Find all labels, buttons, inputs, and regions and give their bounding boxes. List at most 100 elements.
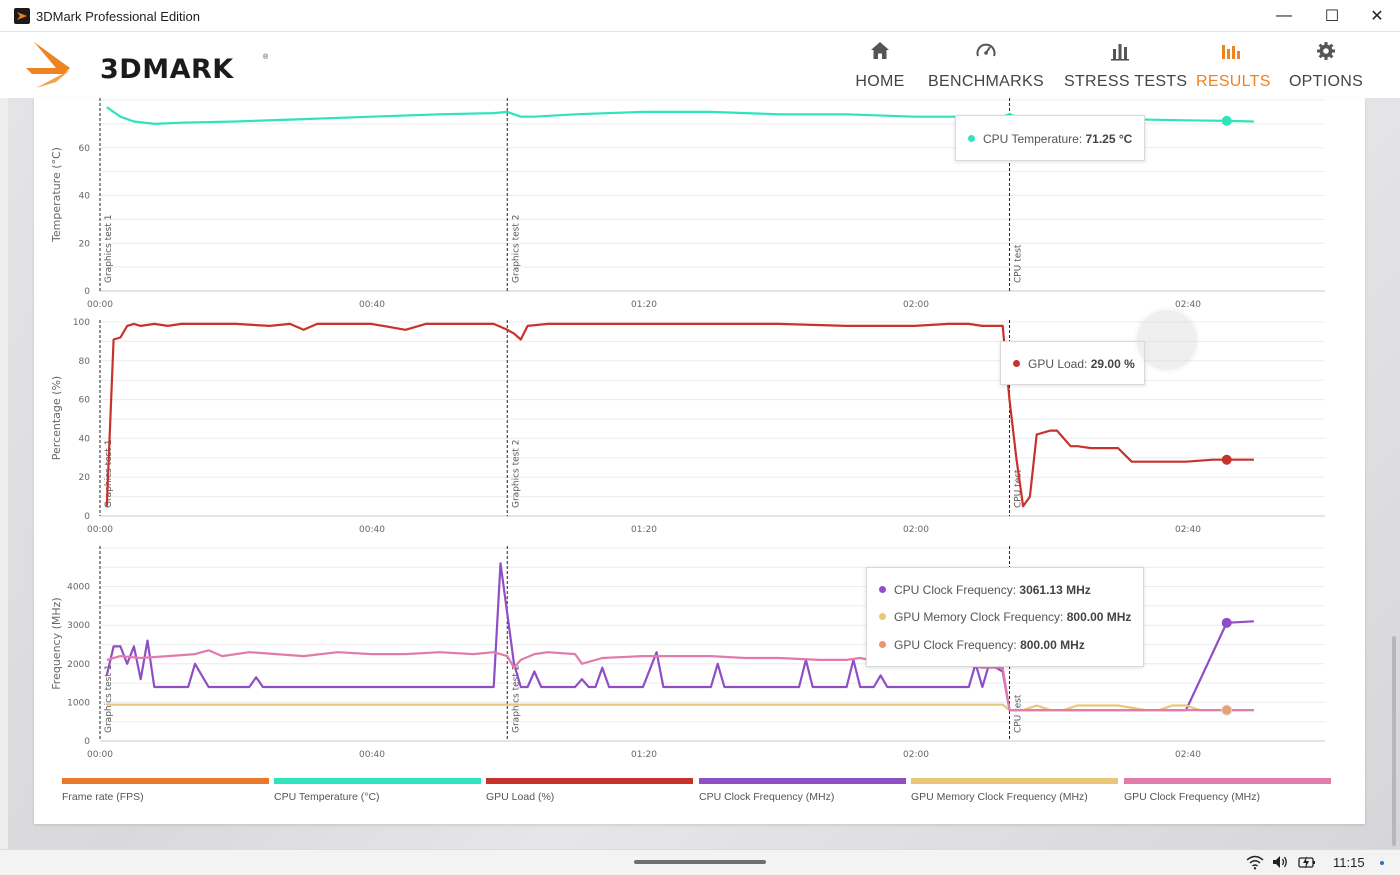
y-tick-label: 20 [79,239,91,249]
home-indicator[interactable] [634,860,766,864]
series-line [105,322,1254,508]
nav-results-label: RESULTS [1196,73,1271,90]
nav-options[interactable]: OPTIONS [1286,40,1366,92]
tooltip-label: GPU Memory Clock Frequency: [894,610,1064,624]
speaker-icon[interactable] [1271,854,1289,870]
nav-benchmarks[interactable]: BENCHMARKS [928,40,1044,92]
test-marker-label: Graphics test 2 [511,215,521,283]
tooltip-label: CPU Clock Frequency: [894,583,1017,597]
y-tick-label: 60 [79,396,91,406]
legend-label: CPU Temperature (°C) [274,791,380,803]
series-hover-point [1221,115,1232,126]
y-tick-label: 2000 [67,660,90,670]
x-tick-label: 01:20 [631,300,657,310]
legend-swatch [62,778,269,784]
legend-item-gpu-memory-clock[interactable]: GPU Memory Clock Frequency (MHz) [911,778,1118,803]
legend-item-cpu-temperature[interactable]: CPU Temperature (°C) [274,778,481,803]
x-tick-label: 00:00 [87,525,113,535]
legend-label: GPU Clock Frequency (MHz) [1124,791,1260,803]
notification-dot [1380,861,1384,865]
x-tick-label: 00:40 [359,525,385,535]
3dmark-logo-mark-icon [26,42,70,88]
window-title: 3DMark Professional Edition [36,9,201,24]
legend-swatch [1124,778,1331,784]
y-axis-label: Frequency (MHz) [50,597,63,689]
test-marker-label: CPU test [1014,469,1024,508]
chart-panel-3: 0 1000 2000 3000 4000 Frequency (MHz) 00:00 00:… [50,546,1325,760]
series-line [106,649,1254,712]
nav-stress-tests-label: STRESS TESTS [1064,73,1188,90]
taskbar-clock[interactable]: 11:15 [1333,855,1365,870]
series-hover-point [1221,704,1233,716]
left-rail [0,98,8,849]
y-tick-label: 100 [73,318,90,328]
app-header: 3DMARK ® HOME BENCHMARKS STRESS TESTS [0,32,1400,98]
nav-home[interactable]: HOME [846,40,914,92]
nav-results[interactable]: RESULTS [1196,40,1271,92]
x-tick-label: 00:00 [87,300,113,310]
series-hover-point [1221,617,1232,628]
legend-item-cpu-clock[interactable]: CPU Clock Frequency (MHz) [699,778,906,803]
x-tick-label: 01:20 [631,750,657,760]
legend-swatch [274,778,481,784]
test-marker-label: CPU test [1014,694,1024,733]
home-icon [871,42,889,59]
y-tick-label: 60 [79,144,91,154]
nav-stress-tests[interactable]: STRESS TESTS [1064,40,1188,92]
test-marker-label: Graphics test 1 [104,665,114,733]
battery-charging-icon[interactable] [1298,854,1316,870]
y-tick-label: 3000 [67,621,90,631]
x-tick-label: 02:40 [1175,300,1201,310]
tooltip-label: GPU Clock Frequency: [894,638,1017,652]
minimize-button[interactable]: — [1276,7,1292,24]
legend-item-gpu-load[interactable]: GPU Load (%) [486,778,693,803]
tooltip-dot [1013,360,1020,367]
y-tick-label: 0 [84,512,90,522]
x-tick-label: 02:00 [903,300,929,310]
maximize-button[interactable]: ☐ [1324,8,1340,25]
touch-indicator [1137,310,1197,370]
legend-swatch [486,778,693,784]
gpu-load-tooltip: GPU Load: 29.00 % [1000,341,1145,385]
nav-benchmarks-label: BENCHMARKS [928,73,1044,90]
cpu-temperature-tooltip: CPU Temperature: 71.25 °C [955,115,1145,161]
y-tick-label: 1000 [67,698,90,708]
y-axis-label: Temperature (°C) [50,147,63,243]
tooltip-label: GPU Load: [1028,357,1088,371]
legend-label: GPU Memory Clock Frequency (MHz) [911,791,1088,803]
x-tick-label: 02:00 [903,525,929,535]
logo-registered-mark: ® [263,54,269,61]
legend-label: GPU Load (%) [486,791,555,803]
monitoring-card: 0 20 40 60 Temperature (°C) 00:00 00:40 01:20 02… [34,98,1365,824]
close-button[interactable]: ✕ [1370,8,1384,25]
x-tick-label: 00:00 [87,750,113,760]
y-tick-label: 0 [84,737,90,747]
legend-label: Frame rate (FPS) [62,791,144,803]
y-tick-label: 40 [79,192,91,202]
frequency-tooltip: CPU Clock Frequency: 3061.13 MHz GPU Mem… [866,567,1144,667]
app-icon [14,8,30,24]
tooltip-label: CPU Temperature: [983,132,1083,146]
taskbar: 11:15 [0,849,1400,875]
wifi-icon[interactable] [1246,854,1264,870]
tooltip-value: 800.00 MHz [1066,610,1132,624]
speedometer-icon [976,43,996,57]
tooltip-value: 29.00 % [1090,357,1135,371]
y-tick-label: 20 [79,473,91,483]
test-marker-label: Graphics test 1 [104,215,114,283]
legend-item-frame-rate[interactable]: Frame rate (FPS) [62,778,269,803]
3dmark-logo[interactable]: 3DMARK ® [26,38,268,90]
gear-icon [1317,42,1335,60]
y-tick-label: 40 [79,434,91,444]
series-line [105,562,1254,712]
test-marker-label: Graphics test 2 [511,440,521,508]
x-tick-label: 00:40 [359,750,385,760]
legend-label: CPU Clock Frequency (MHz) [699,791,835,803]
y-axis-label: Percentage (%) [50,376,63,460]
tooltip-value: 800.00 MHz [1020,638,1085,652]
legend-item-gpu-clock[interactable]: GPU Clock Frequency (MHz) [1124,778,1331,803]
test-marker-label: Graphics test 2 [511,665,521,733]
y-tick-label: 4000 [67,583,90,593]
scrollbar-thumb[interactable] [1392,636,1396,846]
